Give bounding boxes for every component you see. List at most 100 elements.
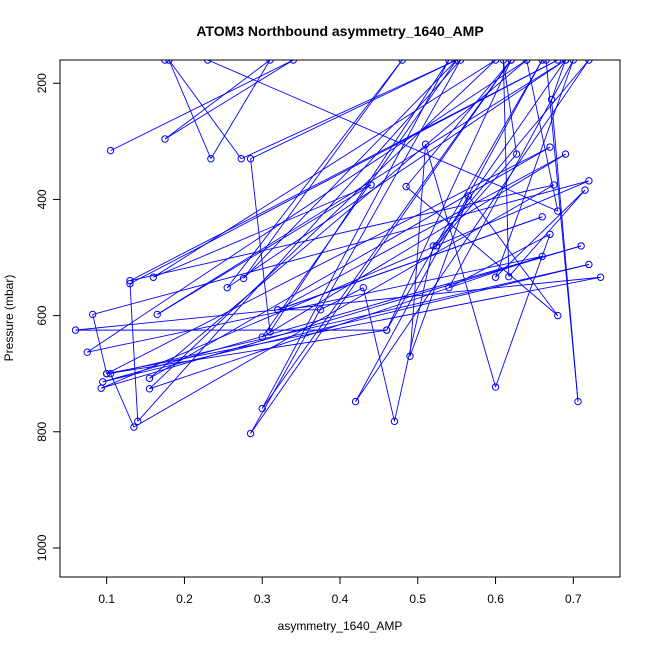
x-tick-label: 0.2: [176, 592, 193, 606]
x-tick-label: 0.1: [98, 592, 115, 606]
series-segment: [210, 60, 271, 159]
series-segment: [226, 60, 403, 288]
series-segment: [149, 60, 496, 390]
x-axis: 0.1 0.2 0.3 0.4 0.5 0.6 0.7: [98, 576, 582, 606]
series-segment: [436, 153, 517, 247]
data-point: [134, 417, 142, 426]
series-segment: [250, 60, 457, 160]
series-segment: [250, 60, 512, 434]
x-tick-label: 0.7: [565, 592, 582, 606]
data-point: [561, 60, 570, 64]
data-point: [445, 60, 453, 64]
series-segment: [226, 60, 566, 289]
series-segment: [405, 186, 559, 316]
data-point: [585, 260, 593, 269]
data-point: [239, 274, 248, 283]
data-point: [165, 60, 173, 64]
series-segment: [110, 264, 589, 375]
y-tick-label: 800: [35, 421, 49, 441]
series-segment: [405, 60, 512, 187]
data-point: [71, 326, 80, 334]
x-tick-label: 0.5: [409, 592, 426, 606]
y-tick-label: 200: [35, 73, 49, 93]
data-point: [161, 60, 169, 64]
data-point: [522, 60, 531, 64]
data-point: [505, 272, 513, 281]
data-point: [149, 273, 158, 281]
data-point: [204, 60, 212, 64]
series-segment: [86, 60, 527, 353]
series-segment: [129, 60, 558, 282]
data-point: [266, 328, 274, 336]
data-point: [106, 369, 115, 378]
series-segment: [153, 60, 496, 278]
data-point: [126, 277, 134, 285]
data-point: [88, 310, 97, 319]
series-segment: [137, 60, 461, 422]
y-axis-label: Pressure (mbar): [2, 275, 16, 362]
series-segment: [277, 153, 566, 311]
data-point: [316, 306, 325, 314]
series-segment: [75, 276, 601, 331]
data-point: [538, 252, 546, 261]
data-point: [266, 60, 274, 64]
data-point: [274, 306, 282, 314]
series-segment: [551, 60, 566, 100]
data-point: [258, 404, 266, 413]
data-point: [351, 397, 360, 406]
data-point: [491, 60, 500, 64]
series-segment: [545, 60, 579, 402]
data-point: [491, 273, 500, 281]
data-point: [554, 60, 562, 64]
data-point: [491, 383, 500, 391]
series-segment: [129, 184, 554, 282]
data-point: [546, 230, 554, 238]
data-point: [145, 374, 154, 383]
series-segment: [207, 60, 558, 212]
x-axis-label: asymmetry_1640_AMP: [278, 619, 403, 633]
data-point: [145, 385, 154, 393]
series-segment: [467, 195, 559, 316]
series-segment: [386, 60, 543, 331]
data-point: [223, 284, 231, 292]
series-segment: [102, 264, 589, 383]
series-segment: [355, 60, 590, 402]
data-point: [561, 150, 570, 158]
x-tick-label: 0.4: [332, 592, 349, 606]
data-point: [130, 423, 138, 431]
data-point: [550, 181, 558, 189]
series-segment: [495, 234, 551, 388]
x-tick-label: 0.3: [254, 592, 271, 606]
x-tick-label: 0.6: [487, 592, 504, 606]
data-point: [585, 177, 593, 185]
data-point: [512, 150, 521, 158]
series-segment: [448, 233, 551, 289]
data-point: [246, 429, 255, 438]
series-segment: [320, 287, 364, 311]
series-segment: [394, 245, 434, 422]
series-segment: [87, 255, 543, 353]
series-layer: [71, 60, 605, 438]
series-segment: [409, 195, 469, 357]
data-point: [106, 146, 115, 155]
series-segment: [502, 60, 510, 277]
y-tick-label: 400: [35, 189, 49, 209]
series-segment: [261, 60, 458, 338]
data-point: [398, 60, 406, 64]
data-point: [542, 60, 550, 64]
series-segment: [106, 329, 387, 375]
series-segment: [153, 184, 372, 278]
data-point: [83, 348, 91, 356]
series-segment: [386, 60, 512, 331]
data-point: [246, 155, 255, 163]
data-point: [207, 155, 215, 163]
data-point: [102, 369, 111, 378]
series-segment: [269, 60, 450, 333]
data-point: [499, 60, 508, 64]
data-point: [402, 182, 410, 191]
data-point: [432, 242, 441, 250]
series-segment: [261, 60, 450, 409]
data-point: [554, 207, 562, 215]
series-segment: [243, 60, 457, 279]
series-segment: [432, 60, 590, 247]
